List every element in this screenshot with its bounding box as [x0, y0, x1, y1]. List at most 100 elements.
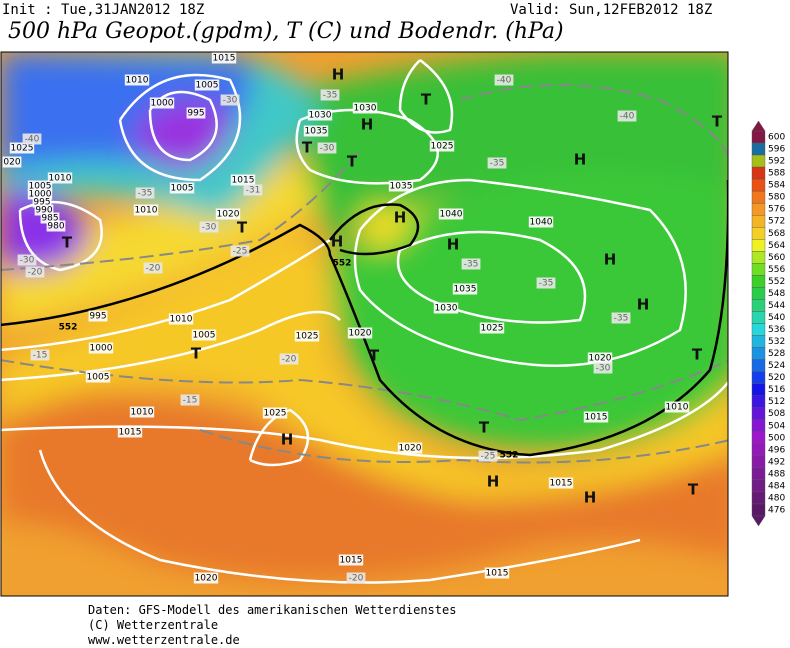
isobar-label: 1025 [481, 324, 504, 334]
colorbar-label: 524 [768, 361, 785, 371]
colorbar-cell [751, 202, 766, 216]
pressure-center: T [191, 345, 202, 363]
isotherm-label: -40 [25, 135, 40, 145]
colorbar-label: 484 [768, 481, 785, 491]
pressure-center: T [688, 481, 699, 499]
isotherm-label: -30 [202, 223, 217, 233]
label-box [479, 322, 505, 334]
label-box [262, 407, 288, 419]
pressure-center: T [62, 234, 73, 252]
label-box [494, 74, 514, 86]
isobar-label: 1035 [305, 127, 328, 137]
isotherm-label: -20 [349, 574, 364, 584]
isotherm-label: -20 [146, 264, 161, 274]
isobar-label: 990 [35, 206, 52, 216]
isotherm-label: -30 [320, 144, 335, 154]
colorbar-cell [751, 491, 766, 505]
pressure-center: H [487, 473, 500, 491]
colorbar-cell [751, 431, 766, 445]
isobar-label: 1020 [349, 329, 372, 339]
colorbar-cell [751, 190, 766, 204]
pressure-center: T [347, 153, 358, 171]
label-box [303, 125, 329, 137]
label-box [307, 109, 333, 121]
label-box [346, 572, 366, 584]
label-box [230, 245, 250, 257]
isotherm-label: -35 [539, 279, 554, 289]
colorbar-label: 548 [768, 289, 785, 299]
isotherm-label: -15 [33, 351, 48, 361]
isobar-label: 1020 [217, 210, 240, 220]
colorbar-cell [751, 407, 766, 420]
colorbar-label: 520 [768, 373, 785, 383]
colorbar-cell [751, 142, 766, 156]
isotherm-label: -30 [596, 364, 611, 374]
colorbar-label: 568 [768, 229, 785, 239]
isotherm-label: -15 [183, 396, 198, 406]
geopotential-label: 552 [500, 451, 519, 461]
label-box [487, 157, 507, 169]
isobar-label: 1005 [29, 182, 52, 192]
isobar-label: 1030 [309, 111, 332, 121]
label-box [47, 172, 73, 184]
colorbar-cell [751, 178, 766, 192]
isotherm-label: -40 [620, 112, 635, 122]
colorbar-label: 528 [768, 349, 785, 359]
label-box [347, 327, 373, 339]
colorbar-cell [751, 383, 766, 396]
colorbar-label: 552 [768, 277, 785, 287]
label-box [32, 196, 52, 208]
colorbar-label: 488 [768, 469, 785, 479]
colorbar-label: 584 [768, 181, 785, 191]
label-box [320, 89, 340, 101]
colorbar-label: 508 [768, 409, 785, 419]
isotherm-label: -25 [481, 452, 496, 462]
label-box [117, 426, 143, 438]
colorbar-cell [751, 263, 766, 276]
label-box [593, 362, 613, 374]
colorbar-cell [751, 130, 766, 144]
isobar-label: 1010 [135, 206, 158, 216]
footer-line: www.wetterzentrale.de [88, 633, 240, 647]
colorbar-cell [751, 227, 766, 240]
isotherm-label: -35 [464, 260, 479, 270]
isobar-label: 1015 [486, 569, 509, 579]
isobar-label: 995 [33, 198, 50, 208]
label-box [30, 349, 50, 361]
geopotential-label: 552 [59, 323, 78, 333]
isotherm-label: -35 [614, 314, 629, 324]
isobar-label: 1025 [296, 332, 319, 342]
isobar-label: 1030 [435, 304, 458, 314]
pressure-center: H [332, 66, 345, 84]
isotherm-label: -35 [323, 91, 338, 101]
label-box [478, 450, 498, 462]
label-box [215, 208, 241, 220]
isobar-label: 995 [187, 109, 204, 119]
isobar-label: 1000 [90, 344, 113, 354]
label-box [88, 310, 108, 322]
colorbar-label: 572 [768, 217, 785, 227]
colorbar-label: 556 [768, 265, 785, 275]
colorbar-label: 512 [768, 397, 785, 407]
isobar-label: 1005 [171, 184, 194, 194]
label-box [230, 174, 256, 186]
pressure-center: T [369, 347, 380, 365]
label-box [397, 442, 423, 454]
colorbar-label: 496 [768, 445, 785, 455]
label-box [536, 277, 556, 289]
colorbar-cell [751, 299, 766, 312]
colorbar-label: 480 [768, 493, 785, 503]
colorbar-cell [751, 154, 766, 168]
colorbar: 600 596 592 588 584 580 576 572 568 564 560 556 552 5… [751, 120, 785, 527]
label-box [438, 208, 464, 220]
label-box [587, 352, 613, 364]
label-box [548, 477, 574, 489]
label-box [279, 353, 299, 365]
label-box [243, 184, 263, 196]
label-box [611, 312, 631, 324]
label-box [135, 187, 155, 199]
colorbar-cell [751, 371, 766, 384]
colorbar-label: 600 [768, 133, 785, 143]
